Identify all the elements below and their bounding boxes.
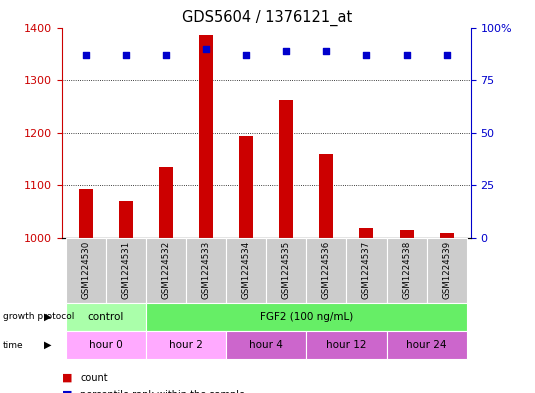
Point (81, 52, 90, 58)
Text: GSM1224533: GSM1224533 (202, 241, 210, 299)
Text: GSM1224530: GSM1224530 (81, 241, 90, 299)
Text: GSM1224539: GSM1224539 (442, 241, 451, 299)
Text: GSM1224536: GSM1224536 (322, 241, 331, 299)
Text: GSM1224535: GSM1224535 (282, 241, 291, 299)
Text: FGF2 (100 ng/mL): FGF2 (100 ng/mL) (259, 312, 353, 322)
Text: GDS5604 / 1376121_at: GDS5604 / 1376121_at (182, 10, 353, 26)
Text: hour 24: hour 24 (407, 340, 447, 350)
Bar (159, 167, 173, 238)
Text: ▶: ▶ (44, 312, 52, 322)
Bar (79, 189, 93, 238)
Text: ■: ■ (62, 389, 72, 393)
Text: hour 0: hour 0 (89, 340, 123, 350)
Text: control: control (88, 312, 124, 322)
Text: GSM1224537: GSM1224537 (362, 241, 371, 299)
Point (162, 52, 170, 58)
Text: GSM1224534: GSM1224534 (242, 241, 250, 299)
Point (121, 52, 130, 58)
Point (442, 52, 451, 58)
Bar (360, 228, 373, 238)
Text: ▶: ▶ (44, 340, 52, 350)
Bar (239, 136, 253, 238)
Bar (400, 230, 414, 238)
Text: GSM1224538: GSM1224538 (402, 241, 411, 299)
Bar (279, 100, 293, 238)
Text: hour 4: hour 4 (249, 340, 283, 350)
Point (202, 45, 210, 51)
Text: hour 2: hour 2 (169, 340, 203, 350)
Point (402, 52, 411, 58)
Text: time: time (3, 341, 24, 349)
Point (242, 52, 250, 58)
Point (322, 48, 331, 54)
Point (362, 52, 371, 58)
Point (282, 48, 291, 54)
Text: GSM1224531: GSM1224531 (121, 241, 130, 299)
Text: ■: ■ (62, 373, 72, 383)
Text: GSM1224532: GSM1224532 (162, 241, 170, 299)
Text: growth protocol: growth protocol (3, 312, 74, 321)
Bar (319, 154, 333, 238)
Bar (119, 201, 133, 238)
Bar (440, 233, 454, 238)
Text: count: count (80, 373, 108, 383)
Text: percentile rank within the sample: percentile rank within the sample (80, 389, 245, 393)
Text: hour 12: hour 12 (326, 340, 366, 350)
Bar (199, 35, 213, 238)
